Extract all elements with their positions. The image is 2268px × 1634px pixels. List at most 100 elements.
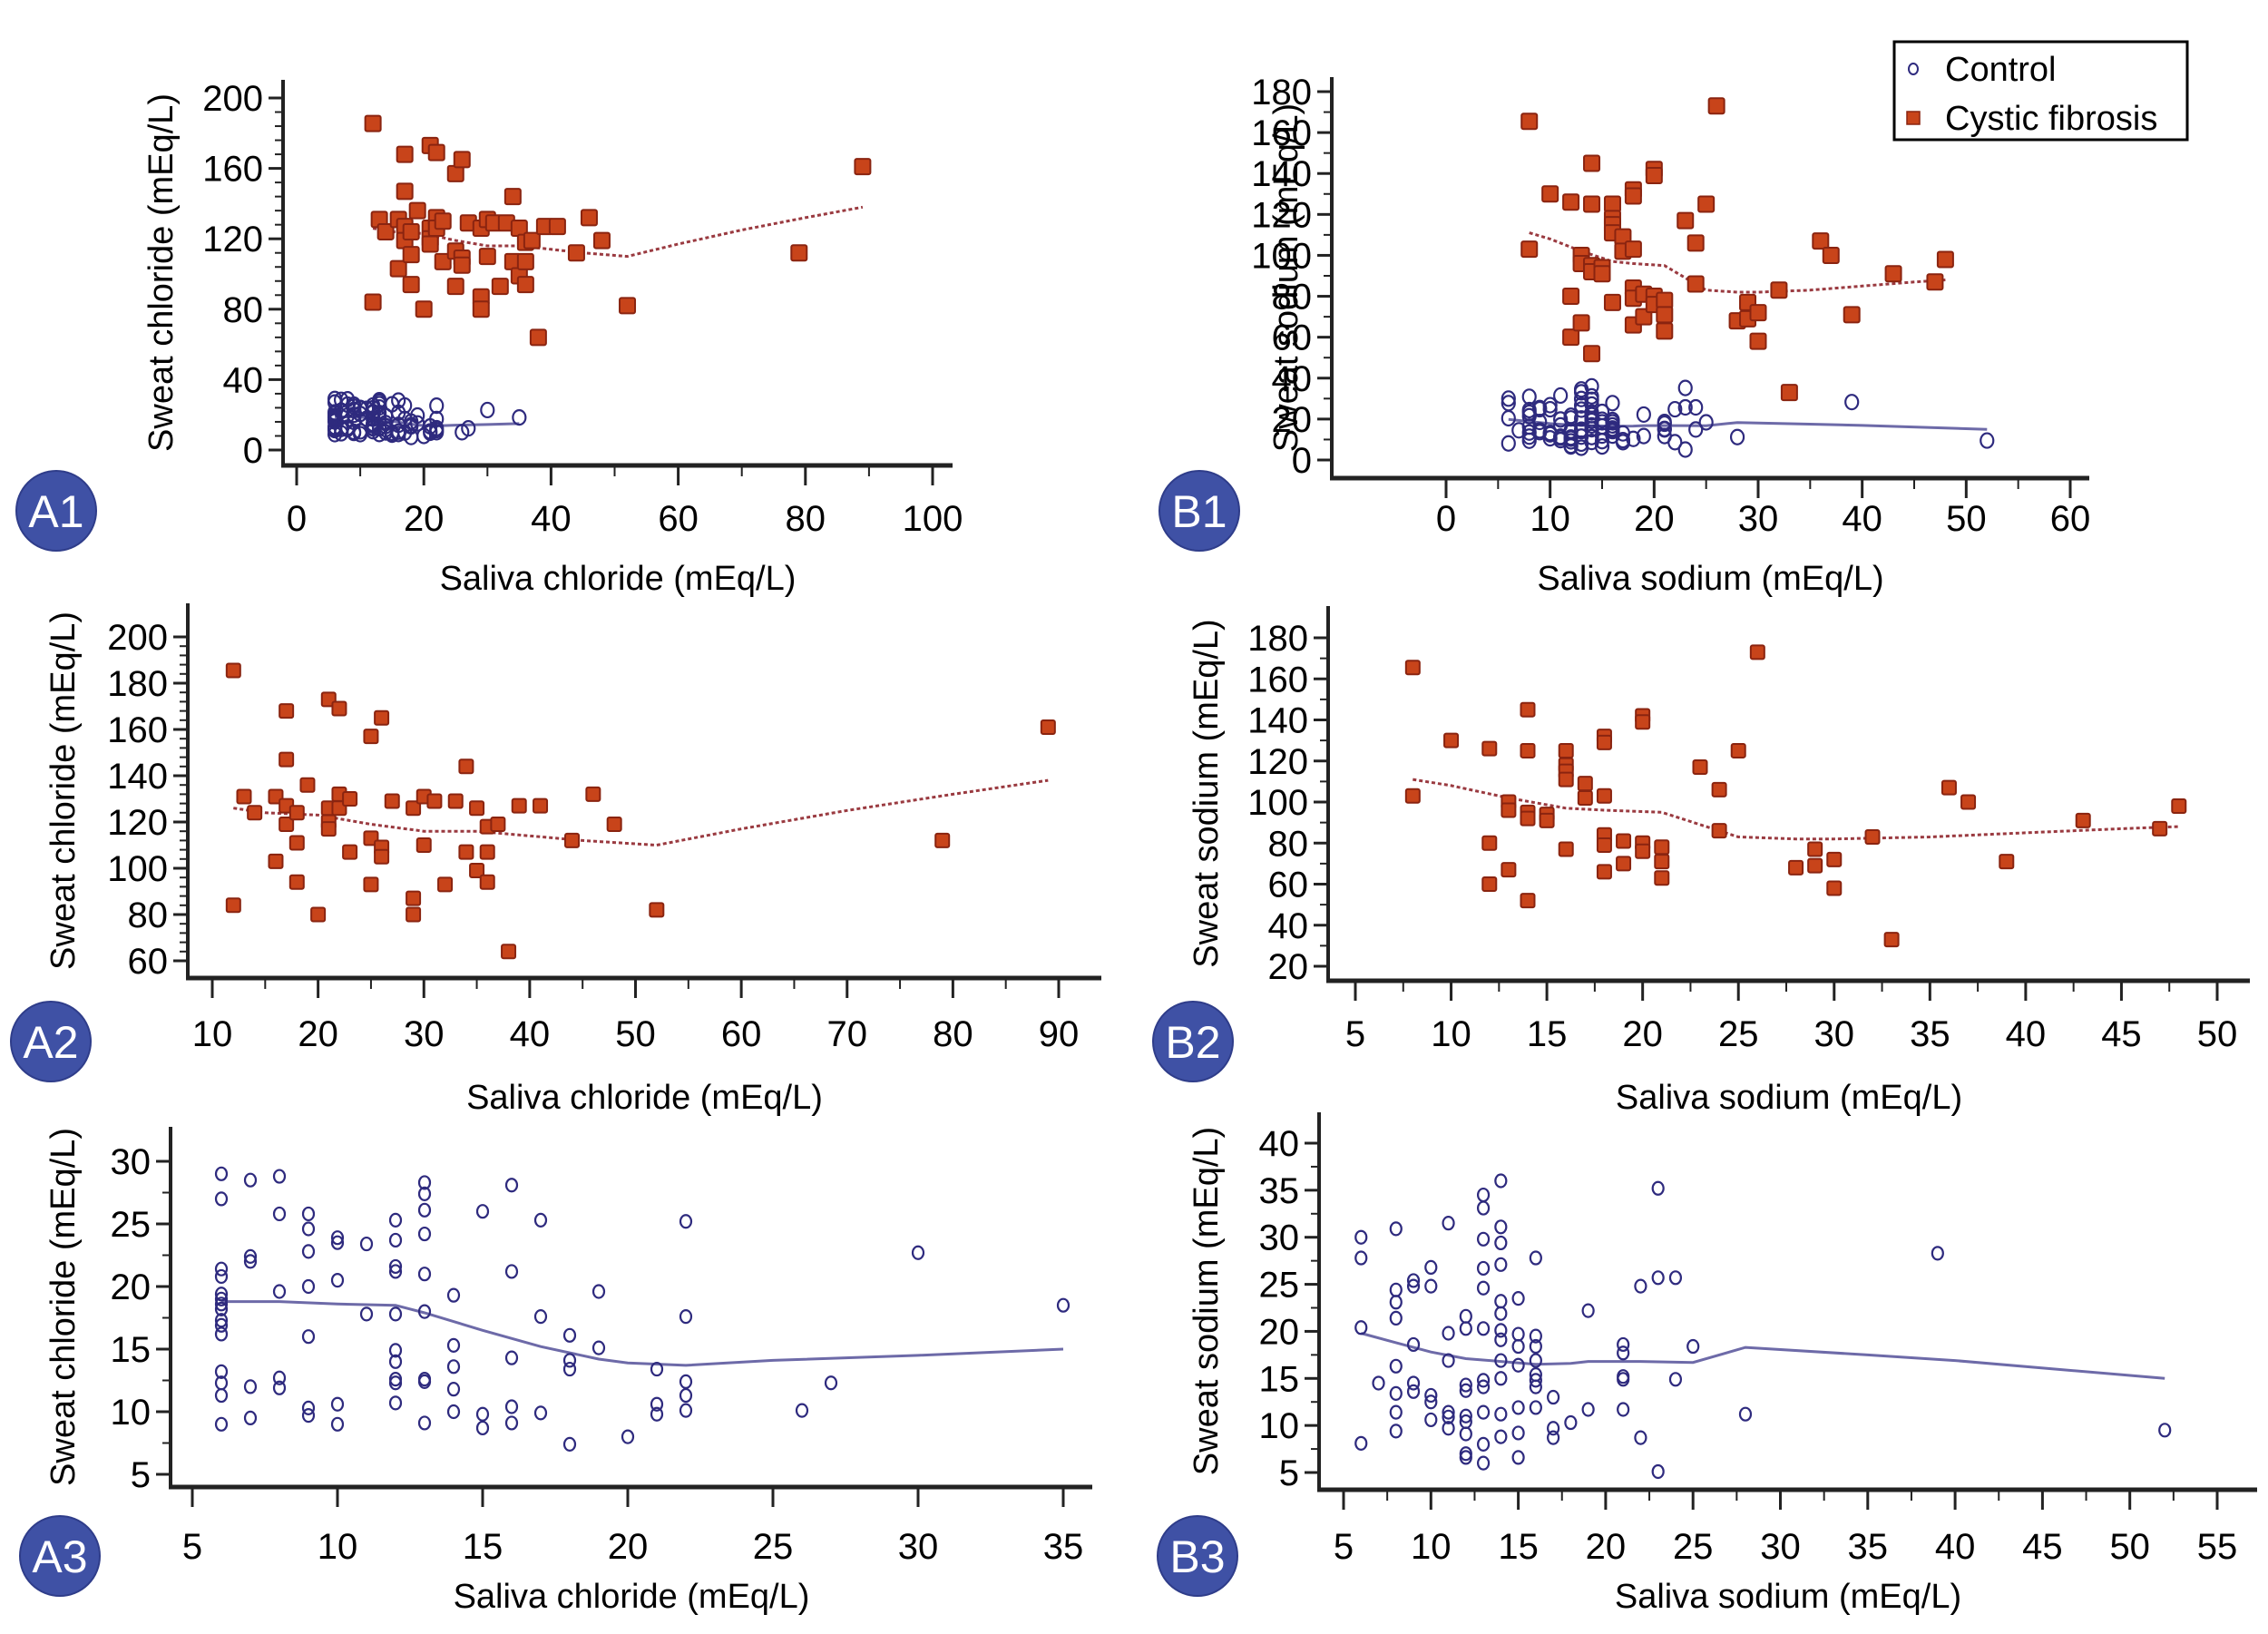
y-tick-label: 160 <box>202 150 263 190</box>
data-point-cf <box>1593 265 1611 283</box>
series-cystic-fibrosis <box>225 662 1056 960</box>
data-point-cf <box>2171 798 2187 815</box>
data-point-cf <box>1826 880 1843 896</box>
data-point-control <box>1406 1375 1421 1391</box>
data-point-control <box>1511 1357 1525 1373</box>
data-point-control <box>1424 1259 1438 1276</box>
y-tick-label: 160 <box>107 710 168 750</box>
data-point-control <box>1424 1278 1438 1294</box>
y-tick-label: 40 <box>223 360 264 400</box>
y-tick-label: 200 <box>107 618 168 658</box>
x-axis-title: Saliva chloride (mEq/L) <box>440 560 797 598</box>
panel-badge: A2 <box>10 1001 92 1082</box>
data-point-cf <box>564 832 581 848</box>
data-point-cf <box>567 244 585 262</box>
data-point-control <box>1476 1373 1491 1388</box>
data-point-control <box>1511 1450 1525 1465</box>
y-tick-label: 15 <box>1259 1359 1300 1399</box>
data-point-control <box>359 1306 374 1322</box>
data-point-cf <box>415 300 433 318</box>
data-point-cf <box>1926 273 1944 291</box>
data-point-cf <box>1443 732 1460 749</box>
y-tick-label: 40 <box>1259 1124 1300 1164</box>
data-point-control <box>1406 1278 1421 1294</box>
legend-item: Cystic fibrosis <box>1906 100 2157 138</box>
data-point-cf <box>1616 856 1632 872</box>
data-point-control <box>1668 1270 1683 1286</box>
data-point-control <box>301 1278 316 1295</box>
data-point-cf <box>479 844 495 860</box>
y-tick-label: 20 <box>1272 400 1313 440</box>
data-point-control <box>1844 394 1860 411</box>
data-point-control <box>1501 390 1516 407</box>
data-point-cf <box>236 788 252 805</box>
x-tick-label: 80 <box>933 1014 973 1054</box>
y-tick-label: 20 <box>111 1267 152 1307</box>
legend: Control Cystic fibrosis <box>1892 40 2189 142</box>
panel-a2: 60 80 100 120 140 160 180 200 10 20 30 40 50 60 70 80 90… <box>10 603 1101 1117</box>
data-point-cf <box>374 709 390 726</box>
data-point-cf <box>408 201 426 220</box>
data-point-cf <box>1692 759 1708 776</box>
data-point-control <box>475 1406 490 1422</box>
data-point-cf <box>268 853 284 869</box>
data-point-cf <box>592 231 611 250</box>
x-tick-label: 25 <box>1673 1527 1714 1567</box>
data-point-cf <box>1999 854 2015 870</box>
series-control <box>1501 377 1995 458</box>
data-point-control <box>1442 1409 1455 1424</box>
data-point-cf <box>1656 306 1674 324</box>
data-point-cf <box>396 145 414 163</box>
x-tick-label: 30 <box>404 1014 445 1054</box>
data-point-cf <box>1883 932 1900 948</box>
data-point-cf <box>364 114 382 132</box>
x-tick-label: 15 <box>1527 1014 1568 1054</box>
data-point-cf <box>426 793 443 809</box>
y-tick-label: 40 <box>1268 906 1309 946</box>
x-tick-label: 25 <box>1718 1014 1759 1054</box>
data-point-cf <box>1624 187 1642 205</box>
data-point-cf <box>402 276 420 294</box>
data-point-cf <box>1520 742 1536 758</box>
data-point-control <box>1494 1306 1508 1321</box>
data-point-control <box>1511 1291 1525 1306</box>
legend-item: Control <box>1908 51 2057 89</box>
data-point-control <box>330 1396 345 1412</box>
data-point-control <box>417 1202 432 1218</box>
data-point-control <box>214 1416 229 1432</box>
data-point-control <box>679 1214 693 1229</box>
data-point-cf <box>363 729 379 745</box>
data-point-cf <box>396 182 414 201</box>
data-point-cf <box>1520 240 1539 259</box>
y-tick-label: 120 <box>1247 742 1308 782</box>
lowess-line-cystic-fibrosis <box>233 778 1049 847</box>
data-point-cf <box>1596 864 1612 880</box>
data-point-control <box>795 1403 809 1418</box>
data-point-control <box>1476 1187 1491 1203</box>
data-point-cf <box>1577 789 1593 806</box>
data-point-control <box>621 1429 635 1444</box>
data-point-control <box>301 1221 316 1237</box>
data-point-control <box>1553 386 1569 405</box>
data-point-control <box>1651 1270 1665 1286</box>
data-point-cf <box>1583 345 1601 363</box>
data-point-control <box>1677 398 1693 416</box>
data-point-control <box>272 1370 287 1385</box>
data-point-control <box>1529 1353 1542 1368</box>
data-point-cf <box>374 848 390 865</box>
data-point-cf <box>479 874 495 890</box>
data-point-cf <box>490 817 506 833</box>
x-tick-label: 60 <box>658 499 699 539</box>
data-point-cf <box>1822 246 1840 264</box>
panel-badge: B2 <box>1152 1001 1234 1082</box>
data-point-cf <box>458 758 474 775</box>
y-tick-label: 20 <box>1259 1312 1300 1352</box>
data-point-cf <box>1635 843 1651 859</box>
data-point-control <box>1529 1250 1542 1266</box>
data-point-control <box>301 1408 316 1424</box>
data-point-cf <box>1770 281 1788 299</box>
data-point-control <box>417 1175 432 1190</box>
data-point-control <box>533 1309 548 1325</box>
badge-label: B2 <box>1165 1017 1220 1068</box>
